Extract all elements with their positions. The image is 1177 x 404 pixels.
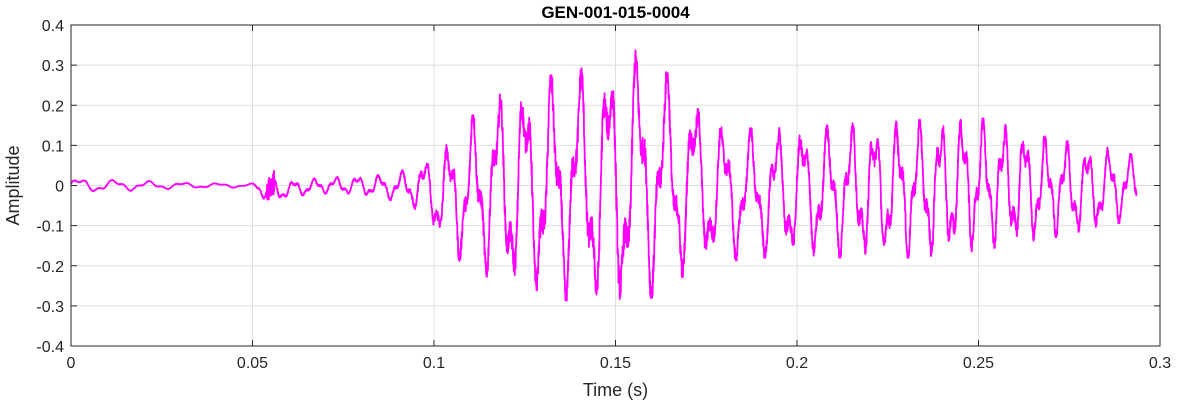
amplitude-waveform-line	[70, 49, 1138, 302]
y-tick-label: 0.3	[42, 58, 64, 75]
y-tick-label: 0.4	[42, 18, 64, 35]
y-tick-label: 0	[55, 179, 64, 196]
x-tick-label: 0.2	[786, 355, 808, 372]
x-axis-ticks: 0 0.05 0.1 0.15 0.2 0.25 0.3	[67, 25, 1171, 372]
y-axis-ticks: -0.4 -0.3 -0.2 -0.1 0 0.1 0.2 0.3 0.4	[36, 18, 1160, 356]
x-tick-label: 0.05	[237, 355, 268, 372]
x-tick-label: 0.3	[1149, 355, 1171, 372]
x-axis-title: Time (s)	[583, 380, 648, 400]
chart-title: GEN-001-015-0004	[541, 3, 690, 22]
y-tick-label: -0.2	[36, 259, 64, 276]
x-tick-label: 0.15	[600, 355, 631, 372]
x-tick-label: 0.25	[963, 355, 994, 372]
y-tick-label: -0.1	[36, 219, 64, 236]
y-tick-label: -0.4	[36, 339, 64, 356]
x-tick-label: 0.1	[423, 355, 445, 372]
x-tick-label: 0	[67, 355, 76, 372]
y-tick-label: 0.1	[42, 138, 64, 155]
plot-series	[70, 49, 1138, 302]
y-tick-label: 0.2	[42, 98, 64, 115]
y-axis-title: Amplitude	[3, 145, 23, 225]
y-tick-label: -0.3	[36, 299, 64, 316]
